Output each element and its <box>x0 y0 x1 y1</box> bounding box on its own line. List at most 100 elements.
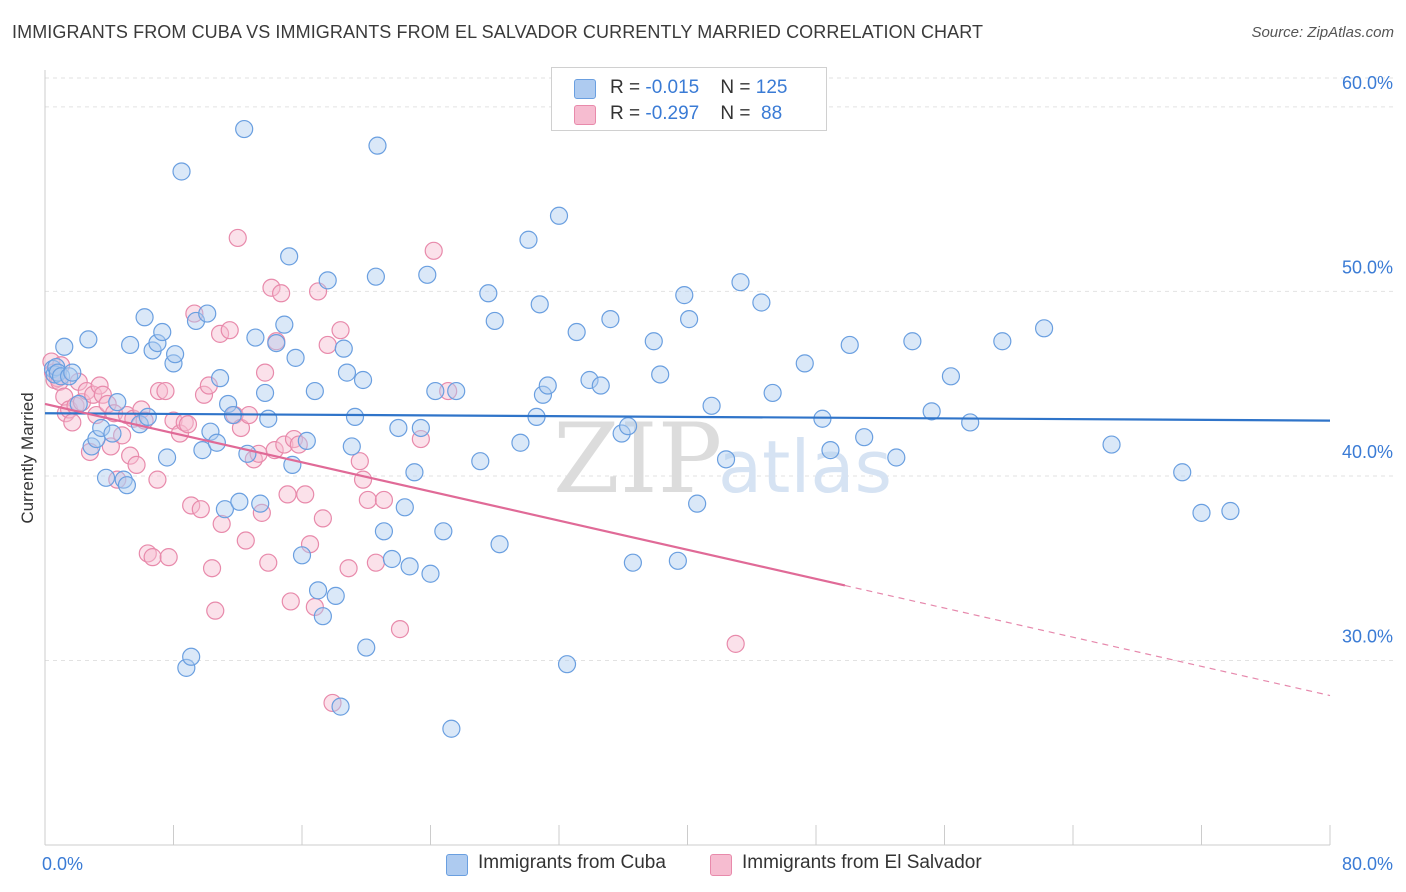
cuba-point <box>246 328 265 347</box>
elsalvador-point <box>178 415 198 434</box>
cuba-point <box>96 468 116 487</box>
elsalvador-point <box>185 304 204 323</box>
cuba-point <box>275 315 294 334</box>
cuba-point <box>331 697 350 716</box>
elsalvador-point <box>366 553 385 572</box>
elsalvador-point <box>143 548 162 567</box>
cuba-point <box>121 335 140 355</box>
cuba-point <box>519 230 538 249</box>
cuba-point <box>1221 501 1240 521</box>
elsalvador-point <box>228 228 247 248</box>
legend-swatch-elsalvador <box>574 105 596 125</box>
cuba-point <box>411 418 430 438</box>
cuba-point <box>1192 503 1211 522</box>
grid-lines <box>45 77 1394 661</box>
cuba-point <box>92 418 111 438</box>
cuba-point <box>117 476 137 495</box>
cuba-point <box>941 367 961 386</box>
legend-n-label-elsalvador: N = <box>720 103 756 124</box>
cuba-point <box>87 429 106 449</box>
cuba-point <box>326 586 345 605</box>
cuba-point <box>280 247 299 266</box>
elsalvador-point <box>149 381 169 401</box>
cuba-point <box>530 295 549 314</box>
elsalvador-point <box>313 509 332 528</box>
cuba-point <box>114 470 133 489</box>
elsalvador-point <box>93 385 112 404</box>
cuba-point <box>215 500 234 519</box>
legend-row-cuba: R = -0.015 N = 125 <box>574 76 787 102</box>
cuba-point <box>138 407 157 427</box>
cuba-point <box>334 339 353 358</box>
y-tick-labels: 30.0% 40.0% 50.0% 60.0% <box>1342 73 1393 647</box>
cuba-point <box>45 365 64 384</box>
legend-r-value-elsalvador: -0.297 <box>645 103 700 124</box>
y-tick-label: 40.0% <box>1342 442 1393 462</box>
cuba-point <box>382 549 402 569</box>
elsalvador-point <box>182 496 201 515</box>
elsalvador-point <box>121 446 140 465</box>
y-tick-label: 60.0% <box>1342 73 1393 93</box>
cuba-point <box>255 383 275 403</box>
elsalvador-trend-line-solid <box>44 402 846 587</box>
cuba-point <box>313 607 332 626</box>
y-tick-label: 30.0% <box>1342 626 1393 646</box>
cuba-point <box>922 402 941 421</box>
cuba-point <box>135 308 154 327</box>
elsalvador-point <box>206 601 225 620</box>
legend-n-value-cuba: 125 <box>755 77 788 98</box>
cuba-point <box>549 206 569 225</box>
elsalvador-point <box>424 241 443 260</box>
cuba-point <box>148 333 167 353</box>
cuba-point <box>395 498 414 517</box>
cuba-point <box>297 431 316 450</box>
elsalvador-point <box>275 435 294 454</box>
cuba-point <box>400 557 419 576</box>
cuba-point <box>418 265 437 284</box>
cuba-points <box>43 119 1240 738</box>
cuba-point <box>716 450 736 469</box>
axes <box>44 70 1331 846</box>
cuba-point <box>479 284 498 303</box>
cuba-point <box>55 337 74 356</box>
chart-title: IMMIGRANTS FROM CUBA VS IMMIGRANTS FROM … <box>12 22 984 42</box>
watermark-atlas: atlas <box>718 425 892 509</box>
cuba-point <box>601 310 620 329</box>
cuba-point <box>251 494 270 513</box>
elsalvador-point <box>63 413 82 432</box>
elsalvador-point <box>127 455 146 474</box>
cuba-point <box>557 655 577 674</box>
cuba-point <box>688 494 707 513</box>
cuba-point <box>903 332 922 351</box>
watermark: ZIP atlas <box>553 403 892 515</box>
cuba-point <box>166 345 185 364</box>
elsalvador-point <box>84 385 103 404</box>
cuba-point <box>389 418 408 438</box>
cuba-point <box>230 492 249 511</box>
elsalvador-point <box>331 321 350 340</box>
cuba-point <box>490 535 509 554</box>
elsalvador-trend-line-dashed <box>844 584 1331 697</box>
elsalvador-point <box>194 385 214 404</box>
elsalvador-point <box>159 548 178 567</box>
cuba-point <box>292 546 312 565</box>
y-tick-label: 50.0% <box>1342 257 1393 277</box>
cuba-point <box>651 365 670 384</box>
cuba-point <box>235 119 254 139</box>
elsalvador-point <box>272 284 291 303</box>
legend-row-elsalvador: R = -0.297 N = 88 <box>574 102 782 128</box>
cuba-point <box>198 304 217 323</box>
bottom-legend-label-elsalvador: Immigrants from El Salvador <box>742 852 982 873</box>
cuba-point <box>63 363 82 382</box>
cuba-point <box>538 376 557 395</box>
cuba-point <box>357 638 376 657</box>
elsalvador-point <box>210 324 230 343</box>
elsalvador-point <box>156 381 175 401</box>
trend-lines <box>44 402 1331 697</box>
legend-n-label-cuba: N = <box>720 77 756 98</box>
cuba-point <box>434 522 453 541</box>
elsalvador-point <box>374 490 394 510</box>
cuba-point <box>286 348 305 367</box>
cuba-point <box>612 424 631 443</box>
